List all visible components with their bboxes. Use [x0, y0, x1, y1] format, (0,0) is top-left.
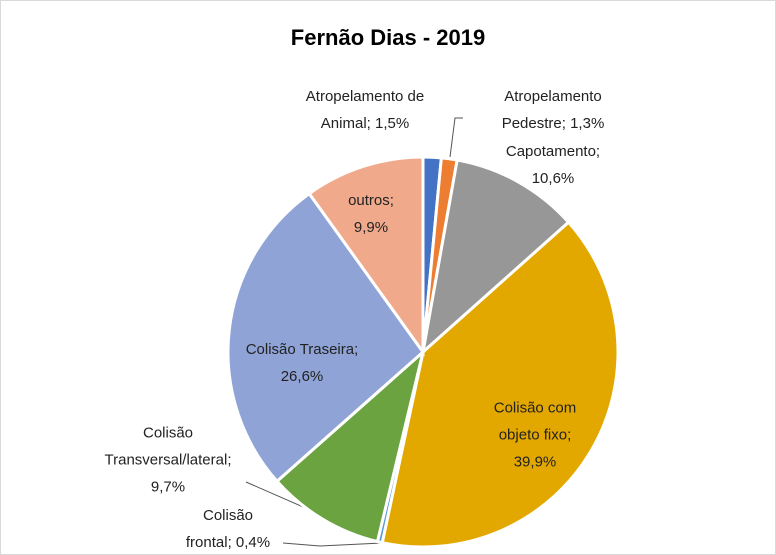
category-label: Colisão com objeto fixo;: [493, 399, 577, 444]
leader-line: [449, 117, 463, 158]
value-label: 9,9%: [353, 219, 389, 236]
category-label: Colisão Traseira;: [245, 341, 359, 358]
data-label: Colisão Traseira; 26,6%: [243, 336, 361, 390]
leader-line: [282, 542, 383, 547]
value-label: 0,4%: [235, 534, 271, 551]
data-label: outros; 9,9%: [336, 187, 406, 241]
data-label: Atropelamento Pedestre; 1,3%: [483, 83, 623, 137]
pie-slice: [420, 158, 571, 357]
value-label: 10,6%: [531, 170, 575, 187]
pie-slice: [226, 191, 426, 484]
data-label: Colisão frontal; 0,4%: [178, 502, 278, 555]
category-label: Colisão Transversal/lateral;: [104, 424, 232, 469]
category-label: Atropelamento de Animal;: [305, 88, 425, 132]
pie-slice: [274, 347, 426, 544]
data-label: Capotamento; 10,6%: [491, 138, 616, 192]
data-label: Colisão com objeto fixo; 39,9%: [480, 395, 590, 476]
category-label: outros;: [348, 192, 394, 209]
pie-slice: [307, 155, 425, 357]
category-label: Atropelamento Pedestre;: [501, 88, 602, 132]
category-label: Colisão frontal;: [185, 507, 254, 551]
value-label: 1,5%: [375, 115, 410, 132]
chart-title: Fernão Dias - 2019: [290, 25, 486, 50]
value-label: 9,7%: [150, 478, 186, 496]
category-label: Capotamento;: [505, 143, 601, 160]
value-label: 1,3%: [570, 115, 605, 132]
pie-slice: [380, 220, 620, 549]
data-label: Atropelamento de Animal; 1,5%: [298, 83, 433, 137]
data-label: Colisão Transversal/lateral; 9,7%: [93, 420, 243, 501]
value-label: 26,6%: [280, 368, 324, 385]
value-label: 39,9%: [513, 453, 557, 471]
